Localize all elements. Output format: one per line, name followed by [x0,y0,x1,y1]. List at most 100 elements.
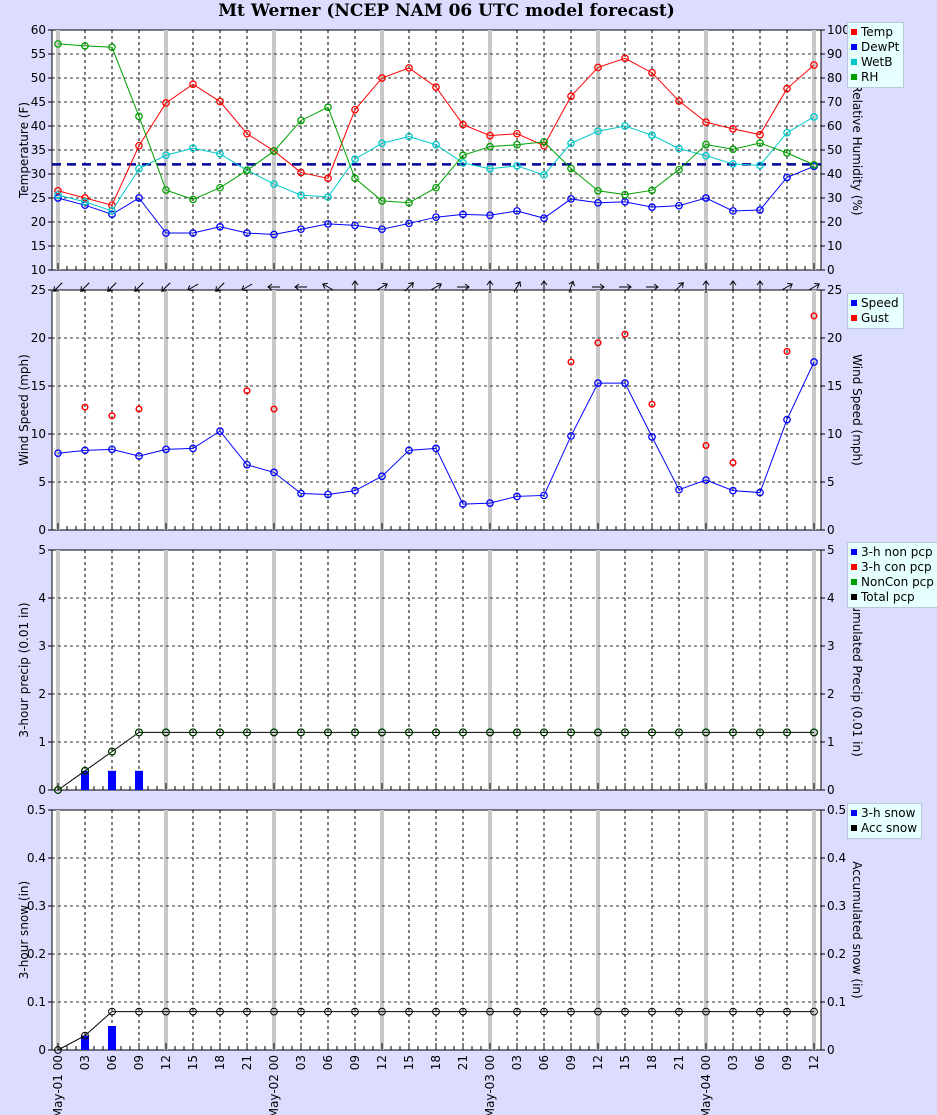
x-tick-label: 06 [105,1055,119,1070]
point-total-pcp [297,728,305,737]
point-wetb [675,144,683,153]
wind-arrow [187,283,199,292]
point-rh [648,186,656,195]
point-acc-snow [54,1046,62,1054]
wind-arrow [674,282,684,292]
y2-tick-label: 0.5 [827,803,846,817]
point-rh [675,165,683,174]
legend-entry: 3-h snow [851,806,917,821]
point-temp [216,97,224,106]
legend-entry: Gust [851,311,899,326]
wind-arrow-head [540,280,548,286]
legend-label: Temp [861,25,893,39]
legend-entry: Temp [851,25,899,40]
wind-arrow [404,282,414,292]
precip-bar [135,770,143,790]
point-total-pcp [189,728,197,737]
y2-tick-label: 90 [827,47,842,61]
x-tick-label: 21 [672,1055,686,1070]
wind-arrow-head [134,286,140,292]
y-tick-label: 0 [38,523,46,537]
point-total-pcp [81,766,89,775]
y2-axis-label: Accumulated snow (in) [850,861,864,998]
point-dewpt [729,207,737,215]
point-temp [783,84,791,93]
x-tick-label: 15 [186,1055,200,1070]
wind-arrow [241,283,253,292]
point-temp [351,105,359,114]
point-acc-snow [513,1007,521,1016]
point-acc-snow [729,1007,737,1016]
legend-entry: Speed [851,296,899,311]
point-rh [162,186,170,194]
point-acc-snow [108,1007,116,1016]
legend-label: 3-h con pcp [861,560,932,574]
point-gust [81,403,89,411]
point-acc-snow [162,1007,170,1016]
point-rh [351,174,359,183]
legend-label: Total pcp [861,590,915,604]
point-temp [675,97,683,105]
wind-arrow-shaft [322,283,334,291]
wind-arrow-head [464,283,470,291]
wind-arrow-head [187,285,193,292]
point-speed [81,446,89,455]
point-speed [378,472,386,481]
point-rh [594,186,602,195]
wind-arrow [808,282,820,291]
y2-tick-label: 0 [827,523,835,537]
point-rh [243,166,251,175]
legend-swatch [851,315,857,321]
x-tick-label: 06 [321,1055,335,1070]
point-total-pcp [54,786,62,794]
point-dewpt [378,225,386,234]
wind-arrow [486,280,494,293]
wind-arrow [781,282,793,291]
wind-arrow [702,280,710,293]
point-dewpt [621,197,629,206]
y-tick-label: 40 [31,119,46,133]
y2-tick-label: 3 [827,639,835,653]
wind-arrow-head [653,283,659,291]
point-acc-snow [243,1007,251,1016]
y2-tick-label: 0.1 [827,995,846,1009]
legend-label: Acc snow [861,821,918,835]
legend-entry: Total pcp [851,590,934,605]
point-temp [567,92,575,101]
point-dewpt [432,213,440,222]
point-temp [378,74,386,82]
legend-swatch [851,59,857,65]
y-tick-label: 30 [31,167,46,181]
point-rh [567,164,575,173]
y2-tick-label: 20 [827,215,842,229]
point-speed [243,460,251,469]
snow-bar [81,1035,89,1050]
legend-swatch [851,44,857,50]
point-acc-snow [702,1007,710,1016]
point-total-pcp [108,747,116,756]
y-tick-label: 15 [31,239,46,253]
point-speed [135,452,143,460]
point-dewpt [486,211,494,220]
point-wetb [351,155,359,163]
wind-arrow-shaft [781,283,793,291]
y2-axis-label: Accumulated Precip (0.01 in) [850,583,864,757]
legend-entry: DewPt [851,40,899,55]
wind-arrow [107,282,117,292]
wind-arrow-head [80,286,86,292]
legend-label: NonCon pcp [861,575,934,589]
wind-arrow [457,283,470,291]
wind-arrow-head [568,280,575,287]
wind-arrow [215,282,225,292]
y-tick-label: 0.3 [27,899,46,913]
wind-arrow [267,283,280,291]
x-tick-label: 03 [294,1055,308,1070]
point-total-pcp [243,728,251,737]
y2-tick-label: 100 [827,23,850,37]
chart-title: Mt Werner (NCEP NAM 06 UTC model forecas… [218,1,675,21]
x-tick-label: 09 [780,1055,794,1070]
point-acc-snow [351,1007,359,1016]
x-tick-label: 12 [807,1055,821,1070]
wind-arrow-head [267,283,273,291]
y-tick-label: 0.2 [27,947,46,961]
